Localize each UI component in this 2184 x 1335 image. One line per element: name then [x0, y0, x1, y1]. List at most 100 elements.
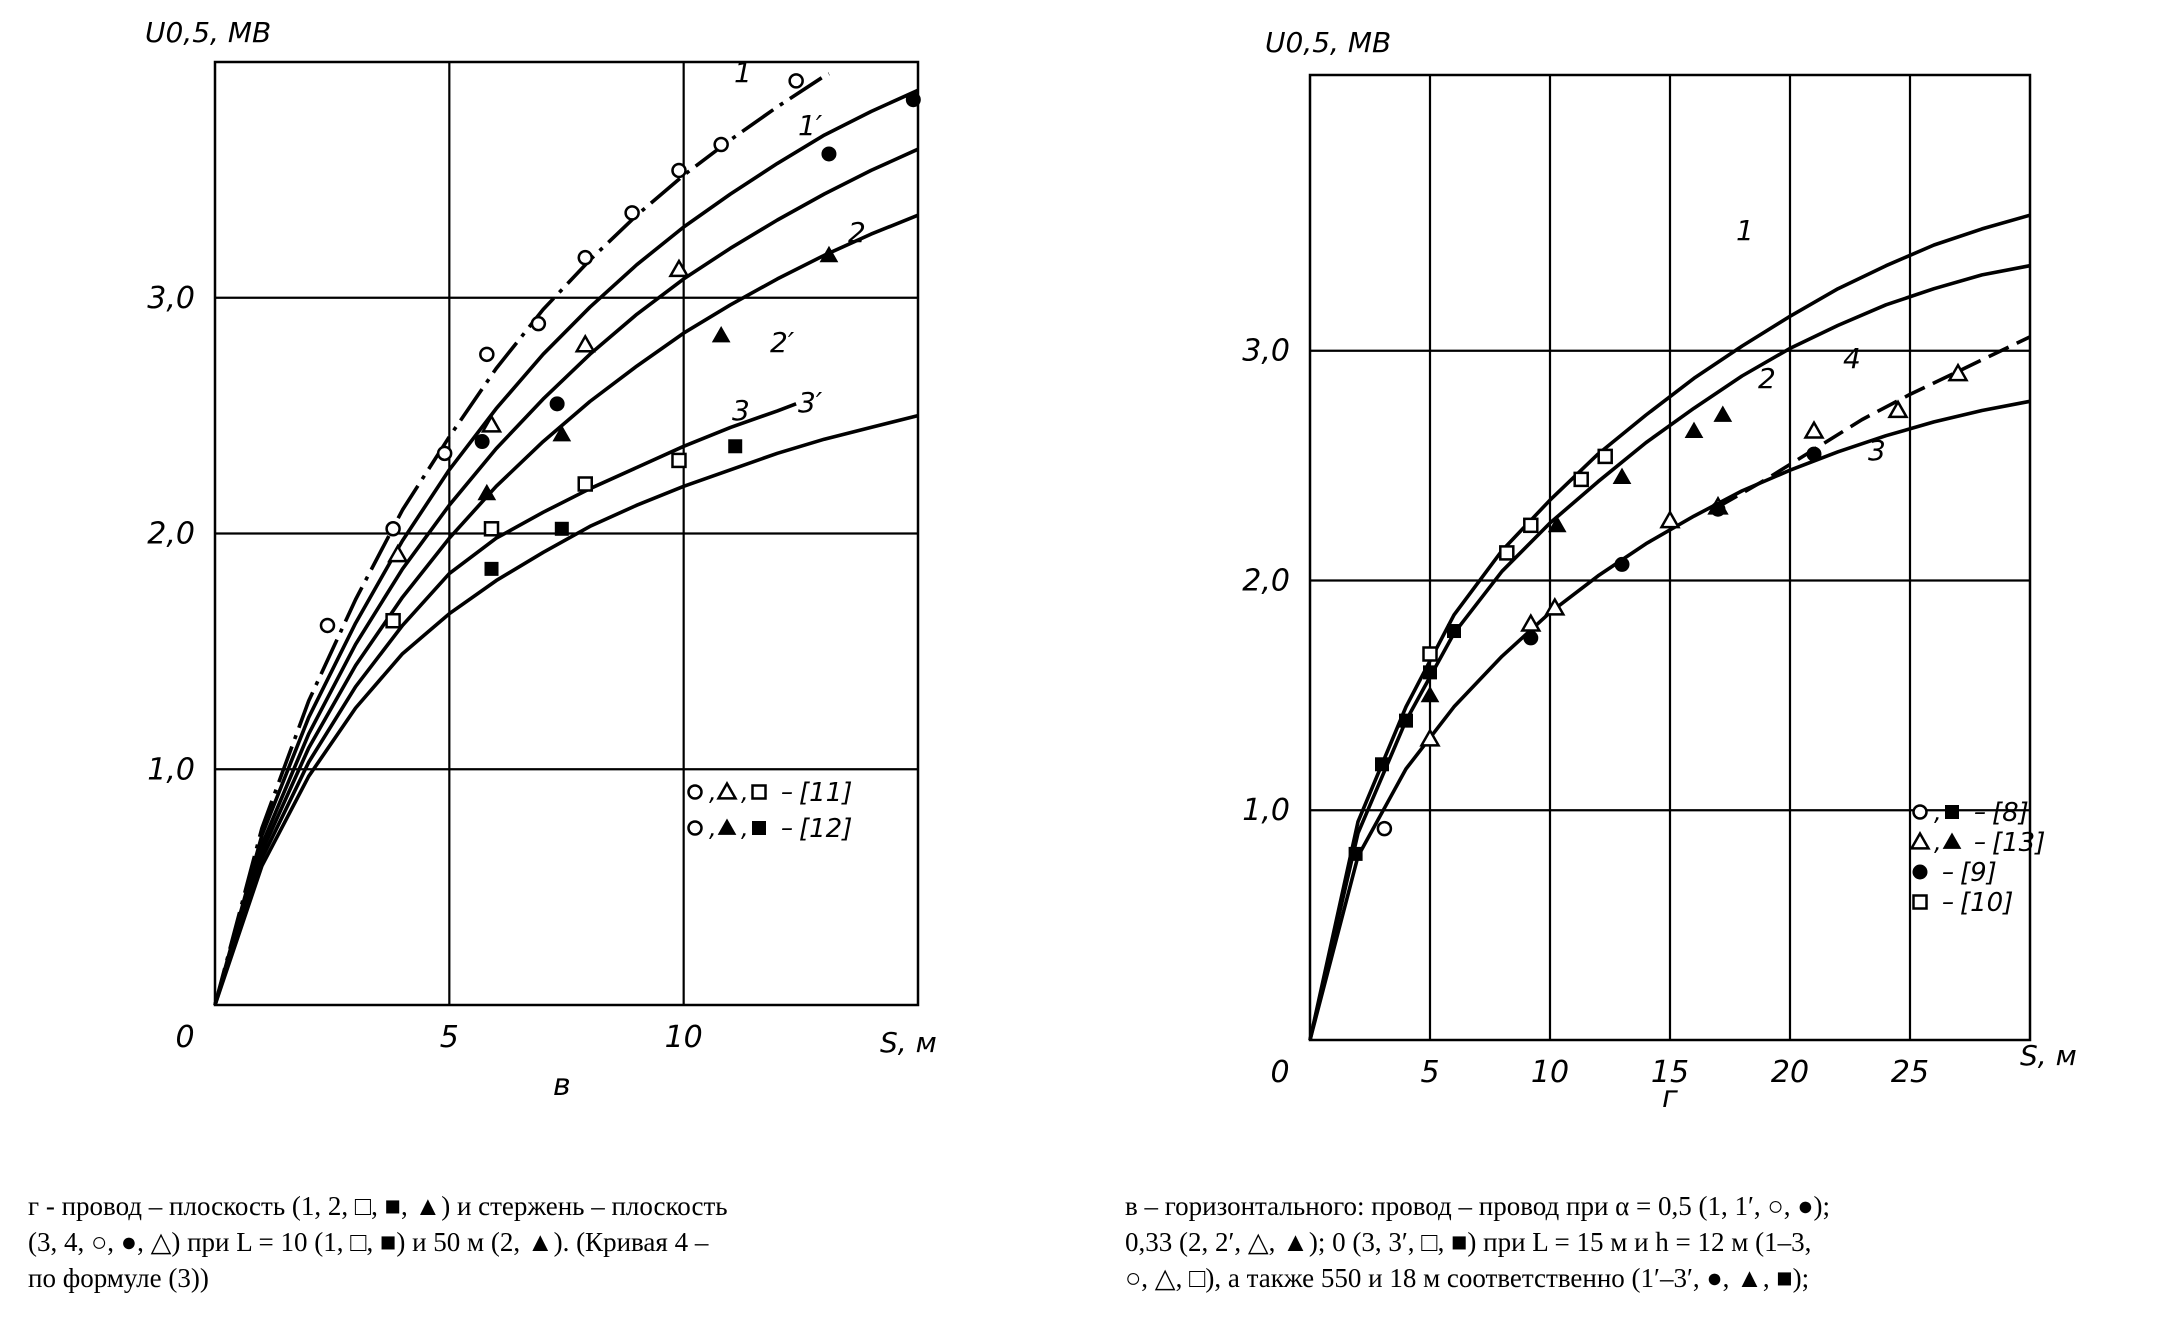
panel-label: г	[1662, 1080, 1678, 1115]
data-point-filled-square	[1375, 757, 1389, 772]
y-tick-label-2-0: 2,0	[147, 517, 195, 552]
y-tick-label-1-0: 1,0	[147, 752, 195, 787]
legend-marker-triangle-open	[716, 780, 738, 800]
data-point-o	[479, 346, 495, 363]
data-point-triangle-open	[1659, 509, 1681, 529]
y-axis-label: U0,5, МВ	[145, 16, 271, 49]
data-point-filled-circle	[821, 146, 837, 162]
legend-label-8: [8]	[1992, 798, 2029, 828]
data-point-filled-circle	[905, 92, 921, 108]
data-point-o	[319, 617, 336, 634]
legend-label-9: [9]	[1960, 858, 1997, 888]
data-point-square-open	[671, 452, 687, 469]
legend-marker-o	[687, 820, 703, 836]
y-tick-label-3-0: 3,0	[1242, 334, 1290, 369]
data-point-o	[624, 205, 640, 221]
x-tick-label-0: 0	[1270, 1055, 1289, 1090]
y-tick-label-2-0: 2,0	[1242, 563, 1290, 598]
data-point-triangle-open	[574, 333, 596, 353]
x-tick-label-25: 25	[1891, 1055, 1929, 1090]
caption-right-line-3: ○, △, □), а также 550 и 18 м соответстве…	[1125, 1263, 1809, 1293]
data-point-o	[436, 445, 453, 462]
legend-marker-filled-triangle	[1942, 832, 1962, 849]
data-point-triangle-open	[1803, 420, 1825, 439]
data-point-filled-square	[1447, 624, 1461, 639]
data-point-filled-circle	[1710, 501, 1726, 517]
legend-dash: –	[781, 814, 793, 842]
data-point-filled-triangle	[1547, 515, 1567, 533]
x-tick-label-5: 5	[440, 1020, 459, 1055]
series-3-line	[213, 402, 797, 1006]
series-2p-line	[213, 213, 919, 1006]
data-point-square-open	[385, 612, 401, 629]
caption-right-line-1: в – горизонтального: провод – провод при…	[1125, 1191, 1830, 1221]
data-point-filled-circle	[1523, 630, 1539, 646]
data-point-filled-triangle	[477, 483, 497, 501]
data-point-filled-circle	[549, 396, 565, 412]
legend-marker-o	[1912, 804, 1928, 820]
x-axis-label: S, м	[2020, 1039, 2077, 1072]
legend-marker-filled-circle	[1912, 864, 1928, 880]
data-point-filled-circle	[474, 434, 490, 450]
series-4-label: 4	[1843, 342, 1861, 375]
legend-marker-square-open	[1912, 894, 1928, 910]
data-point-filled-triangle	[819, 245, 839, 263]
legend-label-13: [13]	[1992, 828, 2045, 858]
data-point-square-open	[577, 476, 593, 492]
data-point-square-open	[1523, 517, 1539, 534]
data-point-filled-square	[484, 561, 499, 576]
legend-marker-o	[687, 784, 703, 800]
legend-label-11: [11]	[799, 778, 852, 808]
legend-marker-triangle-open	[1909, 830, 1931, 850]
caption-right-line-2: 0,33 (2, 2′, △, ▲); 0 (3, 3′, □, ■) при …	[1125, 1227, 1811, 1257]
legend-dash: –	[1974, 828, 1986, 856]
x-tick-label-15: 15	[1651, 1055, 1689, 1090]
y-tick-label-1-0: 1,0	[1242, 793, 1290, 828]
series-4-line	[1717, 335, 2031, 509]
caption-left-line-1: г - провод – плоскость (1, 2, □, ■, ▲) и…	[28, 1191, 728, 1221]
data-point-triangle-open	[1947, 362, 1969, 382]
data-point-o	[577, 249, 593, 266]
data-point-o	[385, 521, 401, 537]
data-point-filled-triangle	[1612, 467, 1632, 484]
data-point-o	[1376, 820, 1393, 837]
legend-label-10: [10]	[1960, 888, 2013, 918]
legend-marker-filled-square	[1945, 805, 1959, 819]
y-tick-label-3-0: 3,0	[147, 281, 195, 316]
series-1p-line	[213, 88, 919, 1006]
x-tick-label-20: 20	[1771, 1055, 1809, 1090]
x-tick-label-10: 10	[665, 1020, 703, 1055]
data-point-o	[671, 162, 687, 179]
legend-separator: ,	[741, 814, 749, 842]
data-point-triangle-open	[480, 414, 503, 433]
legend-separator: ,	[741, 778, 749, 806]
legend-marker-filled-square	[752, 821, 766, 835]
legend-marker-filled-triangle	[717, 818, 737, 835]
data-point-filled-square	[1399, 713, 1413, 728]
data-point-filled-square	[1348, 846, 1363, 861]
legend-dash: –	[1942, 888, 1954, 916]
series-3p-line	[213, 413, 919, 1006]
series-3-label: 3	[732, 394, 750, 427]
series-1-label: 1	[734, 56, 752, 89]
data-point-triangle-open	[387, 543, 409, 563]
legend-label-12: [12]	[799, 814, 852, 844]
data-point-o	[530, 315, 547, 332]
caption-left-line-2: (3, 4, ○, ●, △) при L = 10 (1, □, ■) и 5…	[28, 1227, 709, 1257]
series-2-label: 2	[1758, 362, 1776, 395]
legend-separator: ,	[1934, 828, 1942, 856]
legend-separator: ,	[709, 778, 717, 806]
x-tick-label-5: 5	[1420, 1055, 1439, 1090]
data-point-o	[713, 136, 729, 153]
data-point-filled-square	[1423, 665, 1437, 680]
legend-dash: –	[1974, 798, 1986, 826]
data-point-filled-square	[728, 439, 743, 454]
data-point-square-open	[483, 521, 500, 537]
data-point-triangle-open	[1544, 597, 1566, 616]
y-axis-label: U0,5, МВ	[1265, 26, 1391, 59]
data-point-square-open	[1422, 646, 1438, 662]
x-tick-label-10: 10	[1531, 1055, 1569, 1090]
data-point-filled-triangle	[1420, 685, 1440, 703]
data-point-triangle-open	[1887, 399, 1909, 419]
